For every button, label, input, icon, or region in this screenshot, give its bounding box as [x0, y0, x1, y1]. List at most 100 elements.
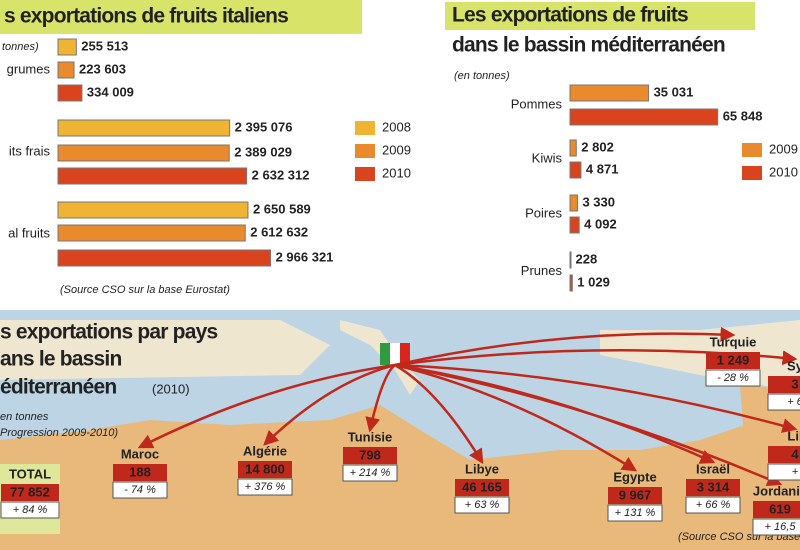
bar: [57, 38, 77, 56]
value-label: 2 966 321: [276, 249, 334, 264]
value-label: 3 330: [582, 194, 615, 209]
arrow: [365, 364, 396, 433]
value-box: [343, 447, 397, 464]
value-box: [238, 461, 292, 478]
legend-swatch: [355, 121, 375, 135]
category-label: Poires: [525, 205, 562, 220]
value-label: 35 031: [654, 84, 694, 99]
value-label: 4 871: [586, 161, 619, 176]
bar: [569, 274, 573, 292]
bar: [57, 84, 83, 102]
bar: [569, 84, 650, 102]
category-label: Kiwis: [532, 150, 563, 165]
legend-swatch: [355, 167, 375, 181]
country-name: Libye: [465, 461, 499, 476]
change-box: [607, 504, 663, 522]
map-unit: en tonnes: [0, 411, 49, 423]
italy: [340, 320, 420, 395]
category-label: Prunes: [521, 263, 563, 278]
arrow: [263, 363, 396, 446]
country-change: + 6: [787, 396, 800, 408]
country-name: Maroc: [121, 446, 159, 461]
change-box: [685, 496, 741, 514]
country-change: + 131 %: [615, 507, 656, 519]
value-label: 1 029: [577, 274, 610, 289]
value-box: [768, 446, 800, 463]
unit: (en tonnes): [454, 70, 510, 82]
country-change: + 376 %: [245, 481, 286, 493]
arrow: [394, 326, 736, 367]
legend-swatch: [742, 143, 762, 157]
value-box: [686, 479, 740, 496]
category-label: al fruits: [8, 225, 50, 240]
value-label: 334 009: [87, 84, 134, 99]
value-label: 228: [576, 251, 598, 266]
country-value: 619: [769, 501, 791, 516]
country-value: 798: [359, 447, 381, 462]
flag: [380, 343, 390, 365]
value-label: 2 632 312: [252, 167, 310, 182]
chart-subtitle: dans le bassin méditerranéen: [452, 34, 725, 57]
map-note: Progression 2009-2010): [0, 427, 118, 439]
country-name: Sy: [787, 358, 800, 373]
flag: [400, 343, 410, 365]
legend-label: 2009: [382, 142, 411, 157]
change-box: [0, 501, 60, 519]
value-box: [113, 464, 167, 481]
bar: [569, 194, 578, 212]
country-change: + 16,5: [765, 521, 797, 533]
bar: [569, 161, 582, 179]
map-title: s exportations par pays: [0, 321, 217, 344]
category-label: Pommes: [511, 96, 563, 111]
arrow: [137, 363, 396, 449]
country-change: + 84 %: [13, 504, 48, 516]
change-box: [767, 393, 800, 411]
bar: [57, 249, 272, 267]
change-box: [112, 481, 168, 499]
bar: [569, 108, 719, 126]
value-label: 223 603: [79, 61, 126, 76]
change-box: [454, 496, 510, 514]
bar: [57, 201, 249, 219]
country-name: Algérie: [243, 443, 287, 458]
country-value: 14 800: [245, 461, 285, 476]
value-box: [768, 376, 800, 393]
value-box: [753, 501, 800, 518]
arrow: [394, 363, 638, 472]
title-band: [0, 0, 362, 34]
arrow: [394, 363, 783, 486]
value-label: 65 848: [723, 108, 763, 123]
value-label: 2 650 589: [253, 201, 311, 216]
country-value: 46 165: [462, 479, 502, 494]
country-name: Lil: [787, 428, 800, 443]
source: (Source CSO sur la base Eurostat): [60, 284, 230, 296]
bar: [569, 139, 577, 157]
title-band: [445, 2, 755, 30]
country-value: 4: [791, 446, 799, 461]
country-name: Egypte: [613, 469, 656, 484]
change-box: [752, 518, 800, 536]
bar: [569, 251, 572, 269]
country-name: TOTAL: [9, 466, 51, 481]
country-change: - 74 %: [124, 484, 156, 496]
legend-swatch: [742, 166, 762, 180]
change-box: [237, 478, 293, 496]
legend-label: 2009: [769, 141, 798, 156]
legend-swatch: [355, 144, 375, 158]
value-label: 2 612 632: [250, 224, 308, 239]
bar: [569, 216, 580, 234]
bar: [57, 167, 248, 185]
country-change: +: [792, 466, 799, 478]
country-change: + 66 %: [696, 499, 731, 511]
change-box: [705, 369, 761, 387]
arrow: [394, 363, 484, 465]
subtitle: tonnes): [2, 41, 39, 53]
value-label: 2 389 029: [234, 144, 292, 159]
map-year: (2010): [152, 381, 190, 396]
category-label: grumes: [7, 61, 51, 76]
country-value: 9 967: [619, 487, 652, 502]
chart-title: s exportations de fruits italiens: [4, 5, 288, 28]
value-box: [706, 352, 760, 369]
country-value: 3 314: [697, 479, 730, 494]
europe: [0, 320, 330, 380]
